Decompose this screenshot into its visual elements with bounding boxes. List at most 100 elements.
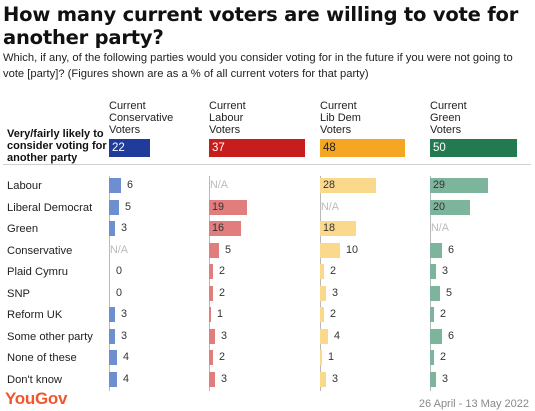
bar-value-label: 4 [123, 372, 130, 385]
bar [109, 307, 115, 322]
column-header-0: Current Conservative Voters [109, 100, 209, 136]
bar-value-label: 3 [442, 372, 449, 385]
bar [430, 307, 434, 322]
bar-value-label: 2 [219, 286, 226, 299]
column-header-line: Voters [430, 124, 462, 136]
column-header-line: Voters [209, 124, 241, 136]
column-header-3: Current Green Voters [430, 100, 530, 136]
yougov-logo: YouGov [5, 389, 68, 408]
bar [209, 371, 215, 387]
date-range: 26 April - 13 May 2022 [418, 398, 529, 410]
bar-value-label: 10 [346, 243, 359, 256]
column-header-line: Voters [109, 124, 141, 136]
bar [209, 264, 213, 279]
bar-value-label: 3 [221, 329, 228, 342]
bar [109, 199, 119, 215]
category-label: Don't know [7, 373, 62, 386]
axis-line [209, 176, 210, 391]
axis-line [109, 176, 110, 391]
chart-title: How many current voters are willing to v… [3, 3, 519, 49]
category-label: SNP [7, 287, 31, 300]
category-label: Reform UK [7, 309, 63, 321]
bar [430, 199, 470, 215]
bar [209, 350, 213, 365]
bar [109, 178, 121, 193]
na-label: N/A [431, 222, 449, 234]
highlight-value-label: 48 [323, 142, 336, 154]
category-label: Labour [7, 180, 42, 192]
column-header-line: Lib Dem [320, 112, 361, 124]
bar [109, 221, 115, 236]
bar-value-label: 6 [448, 329, 455, 342]
bar-value-label: 3 [221, 372, 228, 385]
column-header-line: Green [430, 112, 461, 124]
category-label: Conservative [7, 244, 73, 257]
bar [109, 350, 117, 365]
highlight-value-box: 48 [320, 139, 405, 157]
bar-value-label: 1 [217, 308, 224, 320]
bar-value-label: 3 [332, 372, 339, 385]
bar [430, 328, 442, 344]
bar-value-label: 4 [334, 329, 341, 342]
bar-value-label: 20 [433, 200, 446, 213]
bar-value-label: 5 [446, 286, 453, 299]
bar-value-label: 4 [123, 351, 130, 363]
highlight-value-box: 50 [430, 139, 517, 157]
category-label: Liberal Democrat [7, 201, 93, 214]
bar [430, 285, 440, 301]
bar [430, 242, 442, 258]
bar-value-label: 3 [121, 329, 128, 342]
bar-value-label: 5 [225, 243, 232, 256]
bar [320, 242, 340, 258]
column-header-1: Current Labour Voters [209, 100, 309, 136]
highlight-value-label: 37 [212, 142, 225, 154]
separator-line [3, 164, 531, 165]
bar-value-label: 3 [332, 286, 339, 299]
highlight-row-label: Very/fairly likely to consider voting fo… [7, 128, 107, 164]
bar [320, 350, 322, 365]
bar-value-label: 1 [328, 351, 335, 363]
bar [430, 178, 488, 193]
bar-value-label: 6 [448, 243, 455, 256]
highlight-value-box: 22 [109, 139, 150, 157]
na-label: N/A [321, 200, 339, 213]
bar-value-label: 2 [330, 265, 337, 277]
bar [320, 307, 324, 322]
bar [209, 285, 213, 301]
category-label: Plaid Cymru [7, 266, 68, 278]
bar-value-label: 2 [440, 308, 447, 320]
bar [430, 350, 434, 365]
bar [320, 285, 326, 301]
axis-line [430, 176, 431, 391]
bar-value-label: 2 [330, 308, 337, 320]
bar [109, 328, 115, 344]
highlight-value-label: 50 [433, 142, 446, 154]
category-label: Some other party [7, 330, 93, 343]
bar-value-label: 2 [440, 351, 447, 363]
bar [430, 264, 436, 279]
column-header-line: Labour [209, 112, 244, 124]
bar-value-label: 16 [212, 222, 225, 234]
column-header-line: Current [430, 100, 467, 112]
bar-value-label: 29 [433, 179, 446, 191]
column-header-line: Current [320, 100, 357, 112]
bar [320, 264, 324, 279]
bar [320, 221, 356, 236]
bar-value-label: 2 [219, 351, 226, 363]
bar [209, 328, 215, 344]
category-label: None of these [7, 352, 77, 364]
bar [430, 371, 436, 387]
bar [209, 199, 247, 215]
highlight-value-box: 37 [209, 139, 305, 157]
bar [320, 328, 328, 344]
bar-value-label: 6 [127, 179, 134, 191]
bar-value-label: 3 [121, 222, 128, 234]
highlight-value-label: 22 [112, 142, 125, 154]
bar [209, 221, 241, 236]
axis-line [320, 176, 321, 391]
column-header-line: Voters [320, 124, 352, 136]
bar-value-label: 3 [121, 308, 128, 320]
na-label: N/A [110, 243, 128, 256]
bar [109, 371, 117, 387]
na-label: N/A [210, 179, 228, 191]
